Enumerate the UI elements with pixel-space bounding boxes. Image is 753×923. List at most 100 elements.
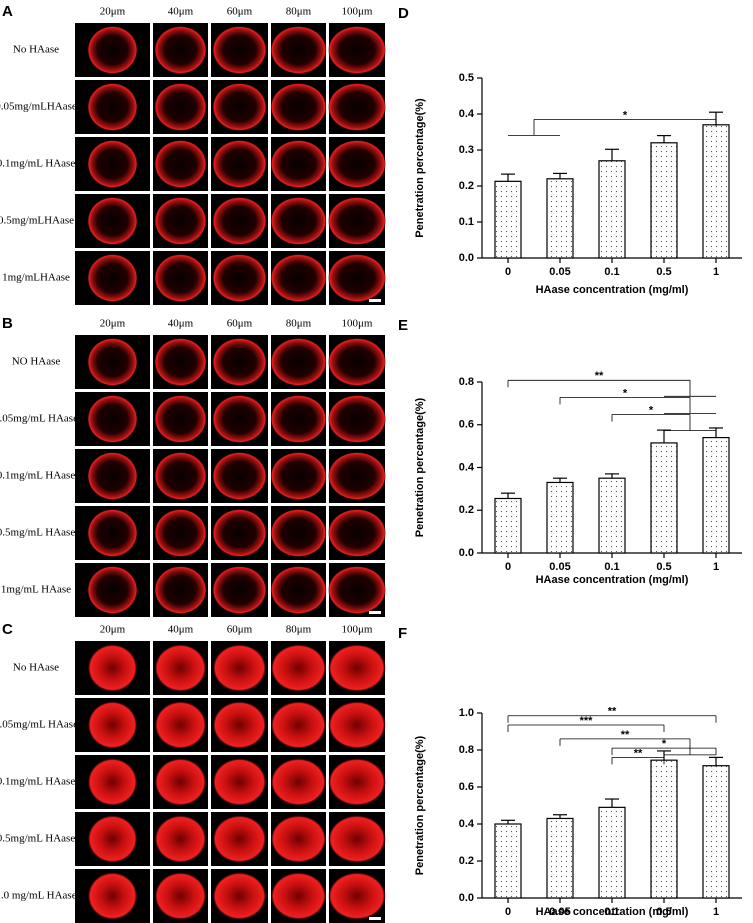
significance: ***: [580, 715, 594, 727]
bar: [650, 142, 678, 259]
x-tick-label: 0: [505, 906, 511, 918]
bar: [598, 160, 626, 259]
bar: [546, 817, 574, 899]
bar: [494, 180, 522, 259]
spheroid: [154, 644, 207, 692]
spheroid: [154, 452, 207, 500]
x-tick-label: 0.05: [549, 561, 570, 573]
y-tick-label: 0.1: [459, 216, 474, 228]
column-header: 80μm: [286, 624, 312, 636]
row-label: NO HAase: [12, 356, 61, 368]
y-tick-label: 0.4: [459, 108, 475, 120]
spheroid: [87, 509, 138, 557]
spheroid: [87, 452, 138, 500]
row-label: 1mg/mLHAase: [2, 272, 70, 284]
bar: [494, 497, 522, 554]
y-tick-label: 0.0: [459, 547, 474, 559]
spheroid: [212, 644, 267, 692]
spheroid: [154, 197, 207, 245]
column-header: 20μm: [100, 624, 126, 636]
spheroid: [270, 197, 327, 245]
x-tick-label: 1: [713, 561, 719, 573]
column-header: 20μm: [100, 6, 126, 18]
column-header: 40μm: [168, 624, 194, 636]
spheroid: [212, 872, 267, 920]
y-tick-label: 0.0: [459, 252, 474, 264]
spheroid: [154, 254, 207, 302]
row-label: 0.1mg/mL HAase: [0, 776, 75, 788]
spheroid: [154, 815, 207, 863]
row-label: 0.5mg/mLHAase: [0, 215, 74, 227]
spheroid: [212, 452, 267, 500]
y-tick-label: 0.4: [459, 461, 475, 473]
bar: [650, 442, 678, 554]
bar: [702, 436, 730, 554]
y-tick-label: 0.2: [459, 504, 474, 516]
spheroid: [270, 338, 327, 386]
panel-letter: D: [398, 5, 409, 22]
y-tick-label: 1.0: [459, 707, 474, 719]
row-label: No HAase: [13, 662, 59, 674]
spheroid: [328, 197, 386, 245]
x-tick-label: 0.1: [604, 561, 619, 573]
spheroid: [328, 872, 386, 920]
row-label: 1mg/mL HAase: [1, 584, 71, 596]
panel-letter: A: [2, 3, 13, 20]
y-tick-label: 0.2: [459, 855, 474, 867]
spheroid: [87, 701, 138, 749]
row-label: 0.1mg/mL HAase: [0, 470, 75, 482]
spheroid: [328, 758, 386, 806]
significance: *: [649, 404, 654, 416]
spheroid: [87, 872, 138, 920]
row-label: 1.0 mg/mL HAase: [0, 890, 77, 902]
spheroid: [328, 26, 386, 74]
y-tick-label: 0.8: [459, 744, 474, 756]
spheroid: [328, 452, 386, 500]
row-label: 0.05mg/mLHAase: [0, 101, 77, 113]
spheroid: [87, 338, 138, 386]
bar: [546, 481, 574, 554]
significance: *: [623, 387, 628, 399]
significance: *: [623, 109, 628, 121]
spheroid: [328, 815, 386, 863]
row-label: 0.05mg/mL HAase: [0, 719, 78, 731]
spheroid: [270, 395, 327, 443]
x-axis-label: HAase concentration (mg/ml): [536, 906, 689, 918]
column-header: 80μm: [286, 6, 312, 18]
x-tick-label: 0.05: [549, 266, 570, 278]
significance: **: [634, 747, 643, 759]
significance: **: [608, 706, 617, 718]
spheroid: [328, 140, 386, 188]
y-tick-label: 0.4: [459, 818, 475, 830]
spheroid: [328, 395, 386, 443]
column-header: 100μm: [342, 318, 373, 330]
spheroid: [212, 815, 267, 863]
spheroid: [212, 197, 267, 245]
x-tick-label: 1: [713, 266, 719, 278]
panel-letter: C: [2, 621, 13, 638]
x-tick-label: 0: [505, 266, 511, 278]
column-header: 40μm: [168, 6, 194, 18]
spheroid: [328, 701, 386, 749]
spheroid: [270, 566, 327, 614]
row-label: No HAase: [13, 44, 59, 56]
spheroid: [154, 566, 207, 614]
spheroid: [270, 509, 327, 557]
spheroid: [154, 338, 207, 386]
x-tick-label: 0.05: [549, 906, 570, 918]
spheroid: [87, 566, 138, 614]
x-tick-label: 0.1: [604, 906, 619, 918]
bar: [650, 759, 678, 899]
spheroid: [328, 254, 386, 302]
spheroid: [270, 254, 327, 302]
bar: [702, 124, 730, 259]
y-tick-label: 0.0: [459, 892, 474, 904]
spheroid: [212, 338, 267, 386]
bar: [598, 477, 626, 554]
significance: **: [595, 370, 604, 382]
y-axis-label: Penetration percentage(%): [414, 397, 426, 537]
spheroid: [154, 872, 207, 920]
spheroid: [212, 758, 267, 806]
row-label: 0.5mg/mL HAase: [0, 527, 75, 539]
